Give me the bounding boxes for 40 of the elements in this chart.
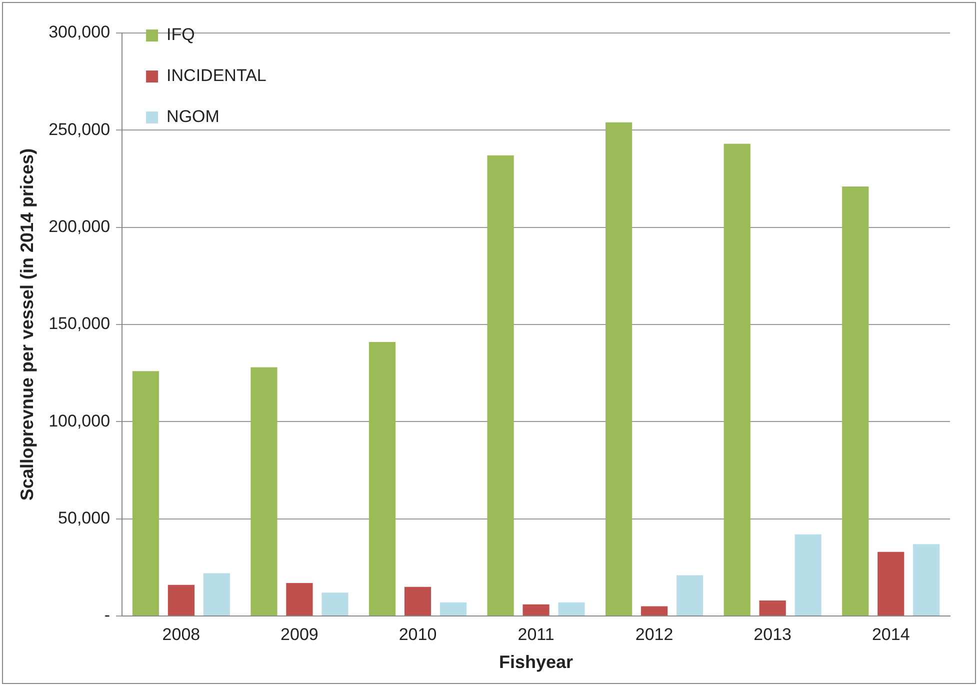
bar [878,552,904,616]
x-tick-label: 2009 [280,624,318,644]
y-tick-label: 300,000 [48,22,110,42]
bar [404,586,432,616]
legend-label: NGOM [166,107,220,126]
bar [794,534,822,616]
bar [286,582,313,616]
x-tick-label: 2011 [518,624,554,644]
x-tick-label: 2014 [872,624,910,644]
bar [203,573,230,616]
y-tick-label: 200,000 [48,217,110,236]
x-tick-label: 2008 [162,624,200,644]
bar [322,592,348,616]
y-tick-label: - [104,606,110,625]
legend-label: IFQ [166,25,195,44]
y-tick-label: 150,000 [48,314,110,334]
bar [842,186,869,616]
bar [522,604,550,616]
y-tick-label: 100,000 [48,411,110,430]
bar [913,544,940,616]
bar [759,600,786,616]
legend-label: INCIDENTAL [166,66,266,86]
y-tick-label: 250,000 [48,120,110,139]
bar [606,122,632,616]
bar [168,584,194,616]
bar [368,342,396,616]
bar [487,155,514,616]
x-tick-label: 2010 [398,624,437,644]
y-tick-label: 50,000 [58,508,110,528]
x-tick-label: 2013 [754,624,792,644]
x-tick-label: 2012 [635,624,674,644]
bar [250,367,278,616]
y-axis-title: Scalloprevnue per vessel (in 2014 prices) [16,148,37,501]
bar [132,371,160,616]
bar [676,575,704,616]
bar [640,606,668,616]
bar [440,602,467,616]
bar [558,602,585,616]
x-axis-title: Fishyear [499,652,574,672]
bar [724,144,750,616]
